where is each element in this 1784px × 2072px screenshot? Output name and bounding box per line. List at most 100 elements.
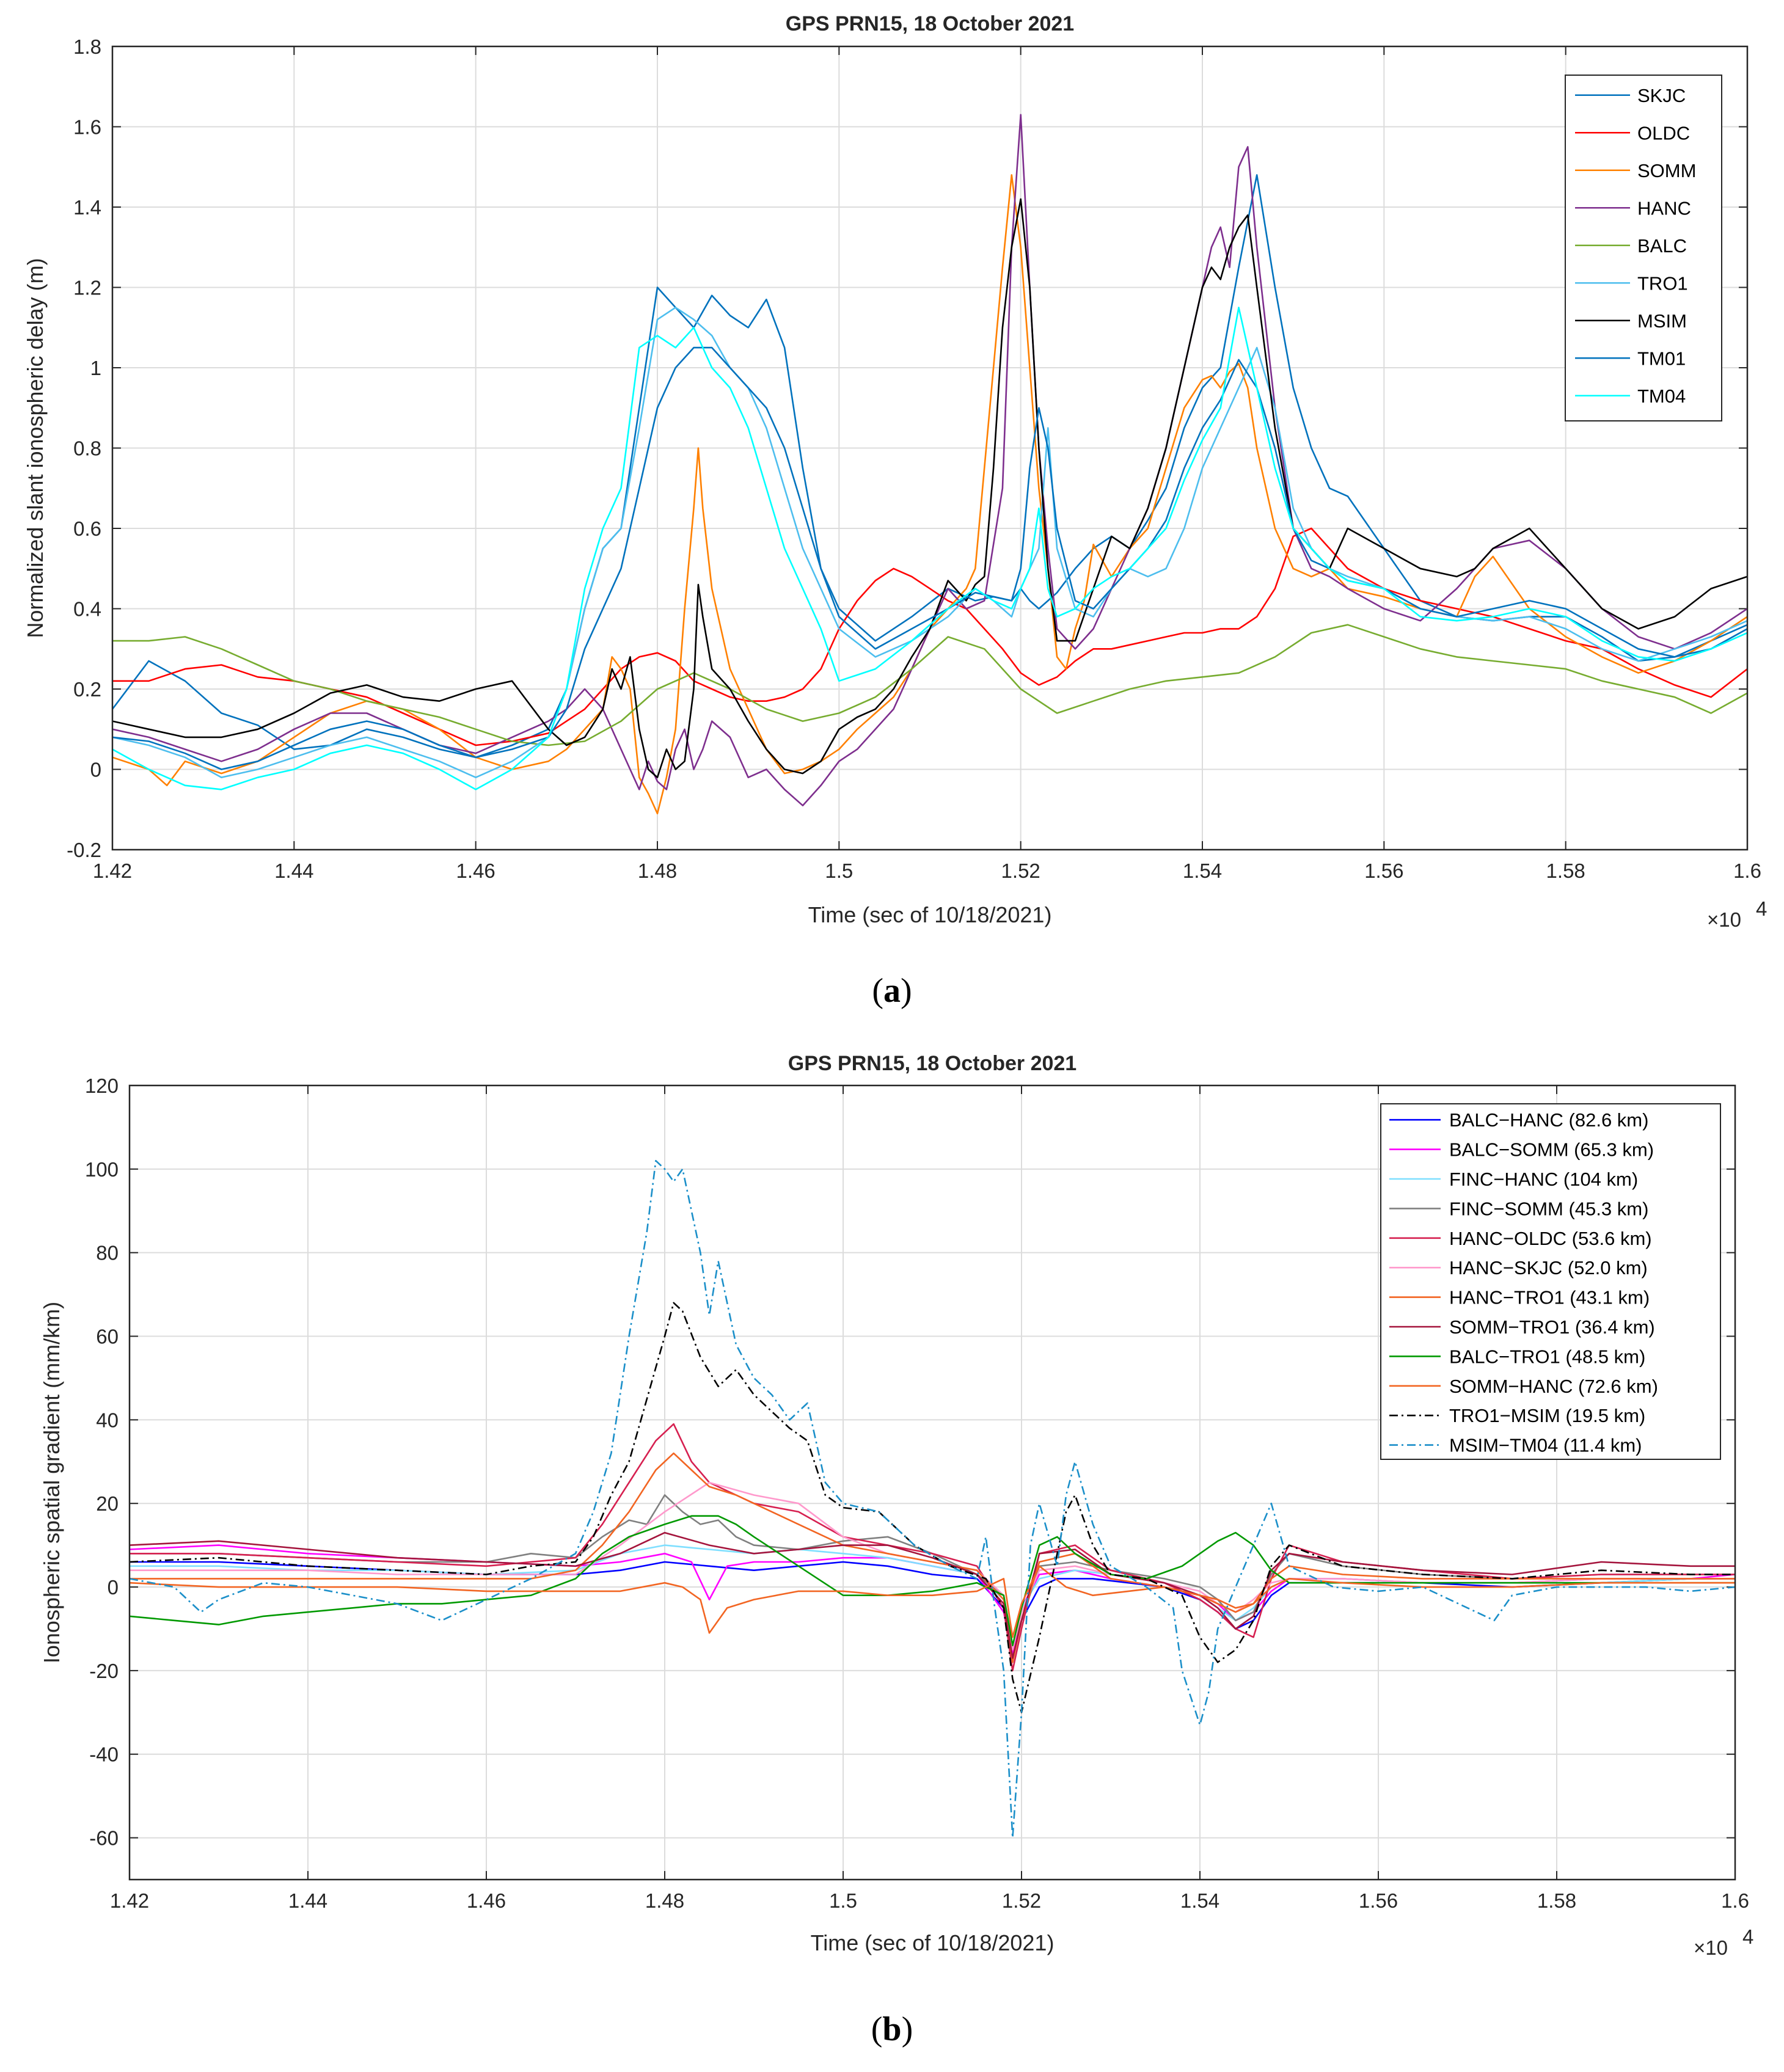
y-tick-label: 1.6 [73,116,101,139]
y-tick-label: -20 [89,1660,119,1682]
x-tick-label: 1.48 [645,1889,684,1912]
x-tick-label: 1.54 [1180,1889,1219,1912]
y-tick-label: 40 [96,1409,119,1431]
x-tick-label: 1.52 [1001,859,1040,882]
x-tick-label: 1.42 [93,859,132,882]
y-tick-label: 0.6 [73,517,101,540]
y-tick-label: -40 [89,1743,119,1766]
x-tick-label: 1.42 [110,1889,149,1912]
legend-entry: HANC [1637,197,1691,219]
legend-entry: BALC [1637,235,1687,257]
y-axis-label: Ionospheric spatial gradient (mm/km) [39,1302,64,1663]
x-tick-label: 1.46 [467,1889,506,1912]
y-tick-label: 80 [96,1242,119,1264]
x-tick-label: 1.58 [1537,1889,1576,1912]
subfigure-caption: (a) [872,972,912,1010]
legend-entry: SOMM−HANC (72.6 km) [1449,1376,1658,1397]
series-line-hanc-tro1 [130,1452,1735,1663]
legend-entry: HANC−OLDC (53.6 km) [1449,1228,1652,1249]
x-axis-exponent-power: 4 [1742,1925,1753,1948]
chart-title: GPS PRN15, 18 October 2021 [788,1052,1077,1075]
caption-letter: b [882,2010,901,2048]
legend-entry: OLDC [1637,122,1690,144]
chart-a: 1.42 1.44 1.46 1.48 1.5 1.52 1.54 1.56 1.58 1.6-0… [23,12,1767,1010]
legend-entry: TM01 [1637,348,1686,369]
x-tick-label: 1.46 [456,859,495,882]
legend-entry: BALC−HANC (82.6 km) [1449,1109,1648,1131]
y-tick-label: -0.2 [67,839,101,861]
caption-close: ) [902,2010,913,2048]
x-axis-label: Time (sec of 10/18/2021) [808,902,1052,927]
legend-entry: MSIM−TM04 (11.4 km) [1449,1435,1642,1456]
y-tick-label: 0 [90,759,101,781]
x-tick-label: 1.44 [274,859,313,882]
y-tick-label: 120 [85,1074,119,1097]
x-tick-label: 1.6 [1721,1889,1749,1912]
x-tick-label: 1.6 [1733,859,1761,882]
subfigure-caption: (b) [871,2010,913,2048]
legend-entry: HANC−SKJC (52.0 km) [1449,1257,1648,1279]
y-tick-label: 0 [108,1576,119,1599]
y-tick-label: -60 [89,1827,119,1850]
series-line-hanc-oldc [130,1423,1735,1672]
y-tick-label: 60 [96,1326,119,1348]
caption-open: ( [871,2010,883,2048]
chart-b: 1.42 1.44 1.46 1.48 1.5 1.52 1.54 1.56 1.58 1.6 -6… [39,1052,1753,2048]
caption-open: ( [872,972,883,1010]
x-tick-label: 1.48 [638,859,677,882]
x-tick-label: 1.56 [1364,859,1403,882]
legend-entry: TRO1 [1637,272,1688,294]
chart-title: GPS PRN15, 18 October 2021 [786,12,1074,35]
legend-entry: FINC−SOMM (45.3 km) [1449,1198,1648,1219]
x-axis-exponent-power: 4 [1756,897,1767,920]
axes-frame [111,45,1749,851]
series-line-tm04 [112,307,1747,790]
x-tick-label: 1.58 [1546,859,1585,882]
x-tick-label: 1.52 [1002,1889,1041,1912]
legend-entry: TM04 [1637,385,1686,407]
x-tick-label: 1.5 [825,859,853,882]
legend-entry: BALC−SOMM (65.3 km) [1449,1139,1654,1161]
y-tick-label: 0.2 [73,678,101,701]
series-line-hanc [112,114,1747,806]
y-tick-label: 0.8 [73,437,101,460]
series-group [130,1159,1735,1839]
series-line-msim-tm04 [130,1159,1735,1839]
x-tick-label: 1.44 [288,1889,327,1912]
legend: SKJC OLDC SOMM HANC BALC TRO1 MSIM TM01 TM04 [1565,75,1722,421]
y-tick-label: 100 [85,1158,119,1181]
x-axis-exponent: ×10 [1707,908,1741,931]
axes-frame [128,1084,1736,1881]
legend: BALC−HANC (82.6 km) BALC−SOMM (65.3 km) FI… [1380,1103,1721,1460]
series-line-tro1 [112,307,1747,778]
series-line-oldc [112,527,1747,746]
y-tick-label: 1.2 [73,277,101,299]
x-tick-label: 1.5 [829,1889,857,1912]
legend-entry: SKJC [1637,85,1686,106]
y-tick-label: 1.8 [73,35,101,58]
y-tick-label: 1 [90,357,101,379]
series-line-finc-somm [130,1494,1735,1647]
legend-entry: FINC−HANC (104 km) [1449,1169,1638,1190]
y-tick-label: 0.4 [73,598,101,621]
legend-entry: TRO1−MSIM (19.5 km) [1449,1405,1645,1426]
legend-entry: MSIM [1637,310,1687,332]
legend-box [1380,1103,1721,1460]
series-line-tro1-msim [130,1302,1735,1713]
legend-entry: HANC−TRO1 (43.1 km) [1449,1287,1650,1308]
caption-close: ) [901,972,912,1010]
legend-entry: BALC−TRO1 (48.5 km) [1449,1346,1645,1367]
x-axis-label: Time (sec of 10/18/2021) [811,1930,1055,1955]
y-axis-label: Normalized slant ionospheric delay (m) [23,258,48,638]
caption-letter: a [883,972,901,1010]
series-group [112,114,1747,815]
x-tick-label: 1.54 [1183,859,1222,882]
series-line-somm-hanc [130,1565,1735,1638]
series-line-somm-tro1 [130,1531,1735,1659]
y-tick-label: 1.4 [73,196,101,219]
y-tick-label: 20 [96,1492,119,1515]
legend-entry: SOMM−TRO1 (36.4 km) [1449,1316,1655,1338]
x-tick-label: 1.56 [1359,1889,1398,1912]
series-line-balc-tro1 [130,1515,1735,1647]
